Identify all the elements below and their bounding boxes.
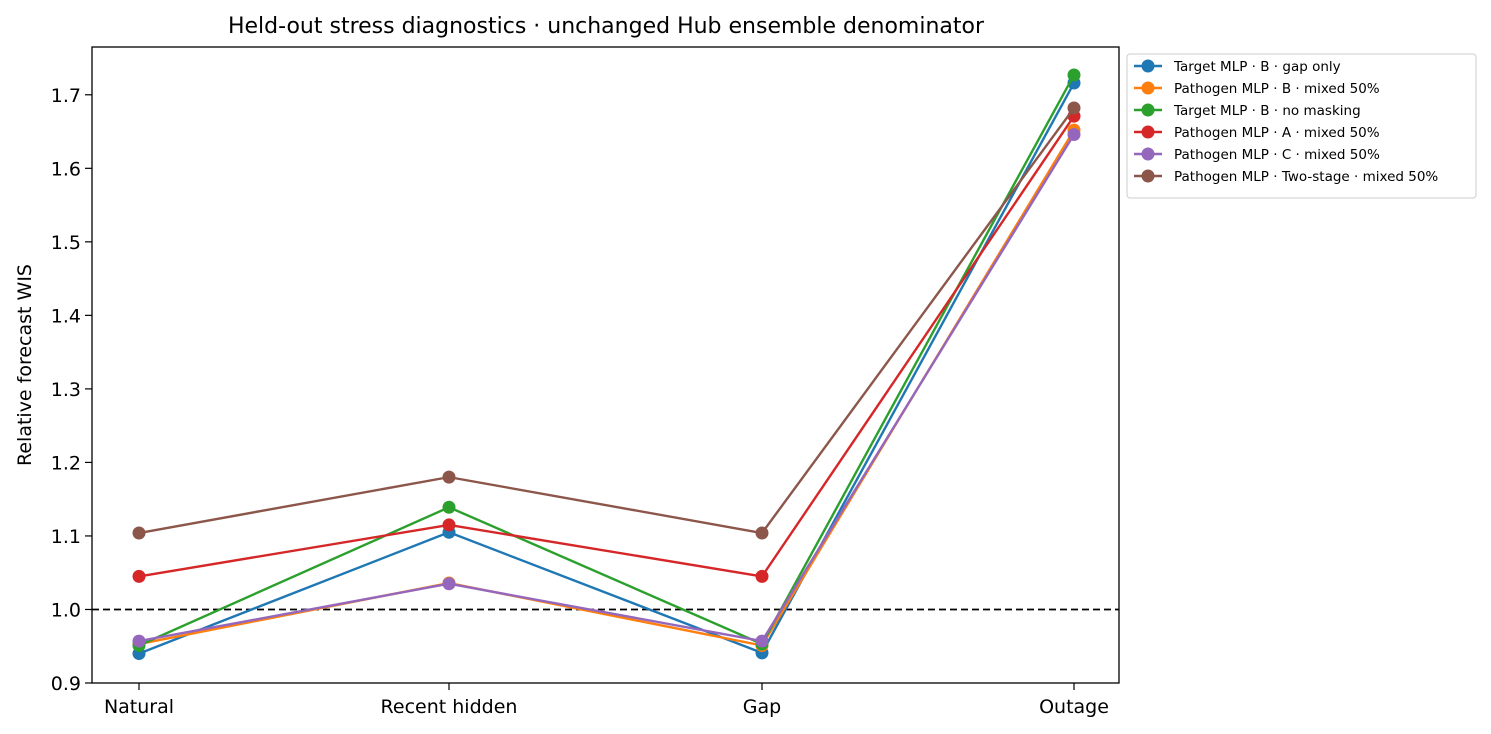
legend-label: Target MLP · B · no masking <box>1173 103 1361 119</box>
plot-area: 0.9 1.0 1.1 1.2 1.3 1.4 1.5 1.6 1.7 Natural Recent… <box>51 68 1119 718</box>
y-tick-label: 1.6 <box>51 158 81 180</box>
data-point <box>132 526 146 540</box>
series-line <box>138 115 1075 578</box>
legend-marker <box>1141 59 1155 73</box>
legend-label: Pathogen MLP · A · mixed 50% <box>1174 125 1380 141</box>
series-line <box>138 82 1076 655</box>
data-point <box>132 569 146 583</box>
data-point <box>442 518 456 532</box>
legend: Target MLP · B · gap only Pathogen MLP · … <box>1126 53 1477 199</box>
series-6 <box>132 101 1081 540</box>
legend-marker <box>1141 125 1155 139</box>
series-line <box>138 133 1076 643</box>
series-line <box>138 129 1076 647</box>
data-point <box>755 634 769 648</box>
x-tick-label: Recent hidden <box>381 696 518 718</box>
series-2 <box>132 123 1081 653</box>
y-tick-label: 1.1 <box>51 526 81 548</box>
legend-label: Pathogen MLP · B · mixed 50% <box>1174 81 1380 97</box>
series-5 <box>132 127 1081 648</box>
legend-frame <box>1126 53 1477 199</box>
data-point <box>132 634 146 648</box>
legend-label: Pathogen MLP · Two-stage · mixed 50% <box>1174 169 1438 185</box>
x-tick-label: Outage <box>1039 696 1109 718</box>
series-line <box>138 74 1076 647</box>
chart-title: Held-out stress diagnostics · unchanged … <box>228 14 985 39</box>
y-tick-label: 1.2 <box>51 452 81 474</box>
series-3 <box>132 68 1081 653</box>
data-point <box>755 569 769 583</box>
x-tick-label: Natural <box>104 696 174 718</box>
legend-marker <box>1141 103 1155 117</box>
y-tick-label: 1.4 <box>51 305 81 327</box>
legend-marker <box>1141 81 1155 95</box>
series-4 <box>132 109 1081 583</box>
y-tick-label: 1.3 <box>51 379 81 401</box>
y-tick-label: 1.7 <box>51 85 81 107</box>
x-tick-label: Gap <box>743 696 781 718</box>
legend-label: Target MLP · B · gap only <box>1173 59 1341 75</box>
y-tick-label: 0.9 <box>51 673 81 695</box>
data-point <box>1067 101 1081 115</box>
data-point <box>755 526 769 540</box>
legend-label: Pathogen MLP · C · mixed 50% <box>1174 147 1380 163</box>
y-tick-label: 1.5 <box>51 232 81 254</box>
y-axis-label: Relative forecast WIS <box>14 264 36 466</box>
data-point <box>442 470 456 484</box>
data-point <box>442 500 456 514</box>
legend-marker <box>1141 169 1155 183</box>
plot-frame <box>91 46 1120 684</box>
data-point <box>442 577 456 591</box>
data-point <box>1067 68 1081 82</box>
series-1 <box>132 76 1081 661</box>
y-tick-label: 1.0 <box>51 599 81 621</box>
legend-marker <box>1141 147 1155 161</box>
series-line <box>138 107 1075 535</box>
data-point <box>1067 127 1081 141</box>
